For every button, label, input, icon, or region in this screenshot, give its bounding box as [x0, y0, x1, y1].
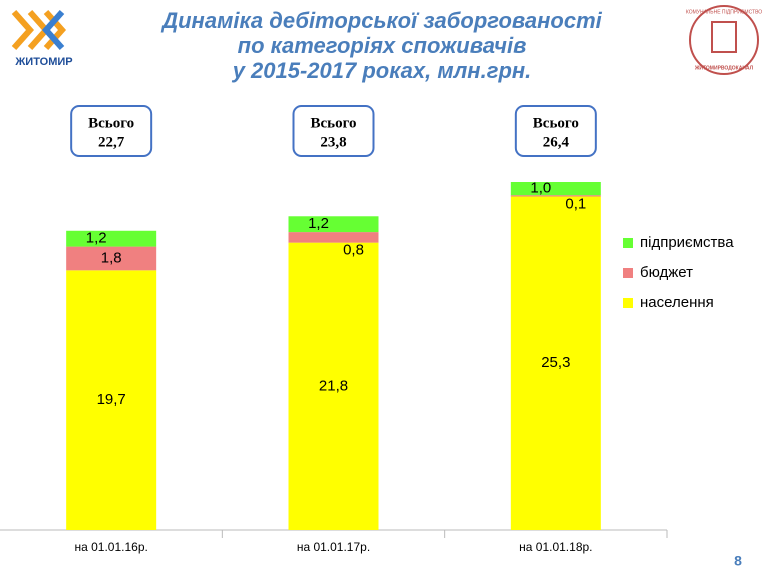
- value-label: 1,8: [101, 249, 122, 266]
- page-number: 8: [734, 553, 742, 569]
- value-label: 1,2: [86, 230, 107, 247]
- x-tick-label: на 01.01.16р.: [74, 540, 147, 554]
- logo-left: ЖИТОМИР: [11, 10, 73, 68]
- title-line: Динаміка дебіторської заборгованості: [160, 8, 602, 33]
- total-box: [70, 105, 153, 157]
- total-box: [292, 105, 375, 157]
- bar-segment: [288, 242, 379, 531]
- value-label: 1,2: [308, 215, 329, 232]
- title-line: по категоріях споживачів: [238, 33, 527, 58]
- bar-segment: [510, 195, 601, 197]
- logo-right: КОМУНАЛЬНЕ ПІДПРИЄМСТВО ЖИТОМИРВОДОКАНАЛ: [686, 5, 762, 75]
- legend-label: бюджет: [640, 264, 693, 281]
- total-label: Всього: [88, 115, 134, 131]
- total-value: 26,4: [543, 134, 570, 150]
- logo-text: КОМУНАЛЬНЕ ПІДПРИЄМСТВО: [686, 9, 762, 15]
- total-value: 22,7: [98, 134, 125, 150]
- value-label: 25,3: [541, 354, 570, 371]
- total-label: Всього: [310, 115, 356, 131]
- bar-segment: [510, 196, 601, 530]
- x-tick-label: на 01.01.17р.: [297, 540, 370, 554]
- total-box: [514, 105, 597, 157]
- total-value: 23,8: [320, 134, 346, 150]
- bar-segment: [288, 232, 379, 243]
- bar-segment: [288, 216, 379, 233]
- value-label: 21,8: [319, 377, 348, 394]
- bar-segment: [510, 182, 601, 196]
- legend-label: підприємства: [640, 234, 734, 251]
- logo-text: ЖИТОМИР: [14, 56, 72, 68]
- total-label: Всього: [533, 115, 579, 131]
- legend-swatch: [623, 298, 633, 308]
- legend-label: населення: [640, 294, 714, 311]
- legend-swatch: [623, 268, 633, 278]
- value-label: 1,0: [530, 180, 551, 197]
- bar-segment: [66, 230, 157, 247]
- logo-text: ЖИТОМИРВОДОКАНАЛ: [694, 65, 754, 71]
- value-label: 0,8: [343, 242, 364, 259]
- value-label: 19,7: [97, 391, 126, 408]
- bar-segment: [66, 270, 157, 530]
- bar-segment: [66, 246, 157, 271]
- x-tick-label: на 01.01.18р.: [519, 540, 592, 554]
- title-line: у 2015-2017 роках, млн.грн.: [232, 58, 532, 83]
- value-label: 0,1: [565, 195, 586, 212]
- legend-swatch: [623, 238, 633, 248]
